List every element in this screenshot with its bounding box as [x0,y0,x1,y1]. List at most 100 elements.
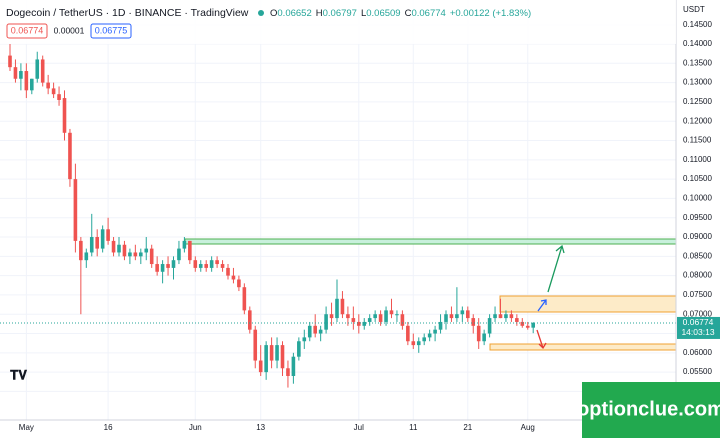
candle-body [476,325,481,342]
candle-body [406,325,410,342]
lower-range-zone [489,343,677,351]
spread: 0.00001 [54,25,85,35]
candle-body [204,264,208,268]
candle-body [531,322,535,328]
candle-body [117,244,121,253]
ohlc-values: O0.06652 H0.06797 L0.06509 C0.06774 +0.00122… [270,8,531,19]
candle-body [416,341,421,346]
candle-body [215,260,219,265]
ask-box[interactable] [90,23,132,39]
y-tick-label: 0.08500 [683,251,712,260]
x-tick-label: Aug [521,423,535,432]
candle-body [525,325,530,328]
arrow-up [537,299,547,312]
candle-body [340,298,345,315]
candle-body [520,321,525,326]
candle-body [30,78,34,91]
price-axis [676,0,720,438]
candle-body [264,345,268,373]
candle-body [427,333,432,338]
candle-body [307,325,312,338]
candle-body [106,229,110,241]
y-tick-label: 0.11500 [683,136,712,145]
y-tick-label: 0.14000 [683,39,712,48]
candle-body [19,71,23,79]
y-tick-label: 0.07000 [683,309,712,318]
candle-body [111,240,116,253]
y-tick-label: 0.14500 [683,20,712,29]
currency: USDT [683,5,705,14]
candle-body [455,314,459,319]
grid [0,0,676,420]
candle-body [449,314,454,319]
candle-body [8,55,12,68]
last-price-box [677,316,720,339]
status-dot [258,10,264,16]
countdown: 14:03:13 [681,327,714,337]
candle-body [269,345,274,361]
y-tick-label: 0.13000 [683,78,712,87]
candle-body [62,98,67,133]
x-tick-label: May [19,423,34,432]
upper-range-zone [499,295,677,313]
candle-body [378,314,383,322]
candle-body [155,264,159,272]
candle-body [253,329,258,361]
candle-body [389,310,394,315]
candle-body [242,287,247,311]
candle-body [471,318,476,326]
candle-body [351,318,356,322]
candle-body [460,310,465,315]
candle-body [46,82,50,89]
candle-body [100,229,105,249]
candle-body [504,314,508,319]
candle-body [51,88,56,95]
candle-body [433,329,437,334]
watermark: optionclue.com [577,398,720,420]
x-tick-label: 21 [463,423,472,432]
candle-body [335,298,339,319]
y-tick-label: 0.09000 [683,232,712,241]
candle-body [237,279,241,288]
candle-body [57,94,61,100]
candle-body [324,314,328,330]
y-tick-label: 0.11000 [683,155,712,164]
candle-body [367,318,372,322]
arrows [536,244,565,350]
candle-body [318,329,323,334]
candle-body [139,252,143,257]
y-axis: 0.050000.055000.060000.065000.070000.075… [683,20,712,396]
candle-body [395,314,399,316]
candle-body [280,345,285,369]
last-price: 0.06774 [683,317,714,327]
candle-body [182,240,187,249]
candle-body [149,248,154,265]
candle-body [297,341,301,357]
candle-body [160,264,165,272]
ohlc-label: O [270,8,277,19]
candle-body [193,260,198,268]
candle-body [79,240,83,261]
y-tick-label: 0.10000 [683,194,712,203]
symbol-title: Dogecoin / TetherUS · 1D · BINANCE · Tra… [6,7,249,19]
candle-body [422,337,426,342]
candles [0,44,676,388]
y-tick-label: 0.05500 [683,367,712,376]
arrow-down [536,329,547,350]
ohlc-label: L [361,8,366,19]
candle-body [275,345,279,361]
candle-body [73,179,78,241]
ohlc-value: 0.06774 [411,8,445,19]
candle-body [171,260,176,268]
tv-logo: 𝐓𝐕 [10,367,27,382]
x-tick-label: 13 [256,423,265,432]
ohlc-value: 0.06797 [323,8,357,19]
candle-body [13,67,18,79]
candle-body [40,59,45,83]
bid-box[interactable] [6,23,48,39]
candle-body [198,264,203,268]
candle-body [128,252,132,257]
candle-body [400,314,405,326]
candle-body [144,248,149,253]
